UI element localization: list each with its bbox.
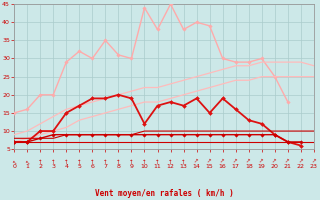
Text: ↑: ↑ — [77, 160, 82, 165]
Text: ↑: ↑ — [90, 160, 95, 165]
Text: ↑: ↑ — [283, 159, 290, 165]
X-axis label: Vent moyen/en rafales ( km/h ): Vent moyen/en rafales ( km/h ) — [95, 189, 233, 198]
Text: ↑: ↑ — [168, 160, 173, 165]
Text: ↑: ↑ — [129, 160, 134, 165]
Text: ↑: ↑ — [296, 159, 302, 165]
Text: ↑: ↑ — [204, 159, 211, 165]
Text: ↑: ↑ — [26, 159, 32, 165]
Text: ↑: ↑ — [181, 160, 186, 165]
Text: ↑: ↑ — [155, 160, 160, 165]
Text: ↑: ↑ — [244, 159, 250, 165]
Text: ↑: ↑ — [309, 159, 316, 165]
Text: ↑: ↑ — [142, 160, 147, 165]
Text: ↑: ↑ — [12, 159, 19, 165]
Text: ↑: ↑ — [230, 159, 237, 165]
Text: ↑: ↑ — [64, 160, 68, 165]
Text: ↑: ↑ — [270, 159, 276, 165]
Text: ↑: ↑ — [38, 160, 43, 165]
Text: ↑: ↑ — [103, 160, 108, 165]
Text: ↑: ↑ — [257, 159, 263, 165]
Text: ↑: ↑ — [51, 160, 56, 165]
Text: ↑: ↑ — [218, 159, 224, 165]
Text: ↑: ↑ — [191, 159, 198, 165]
Text: ↑: ↑ — [116, 160, 121, 165]
